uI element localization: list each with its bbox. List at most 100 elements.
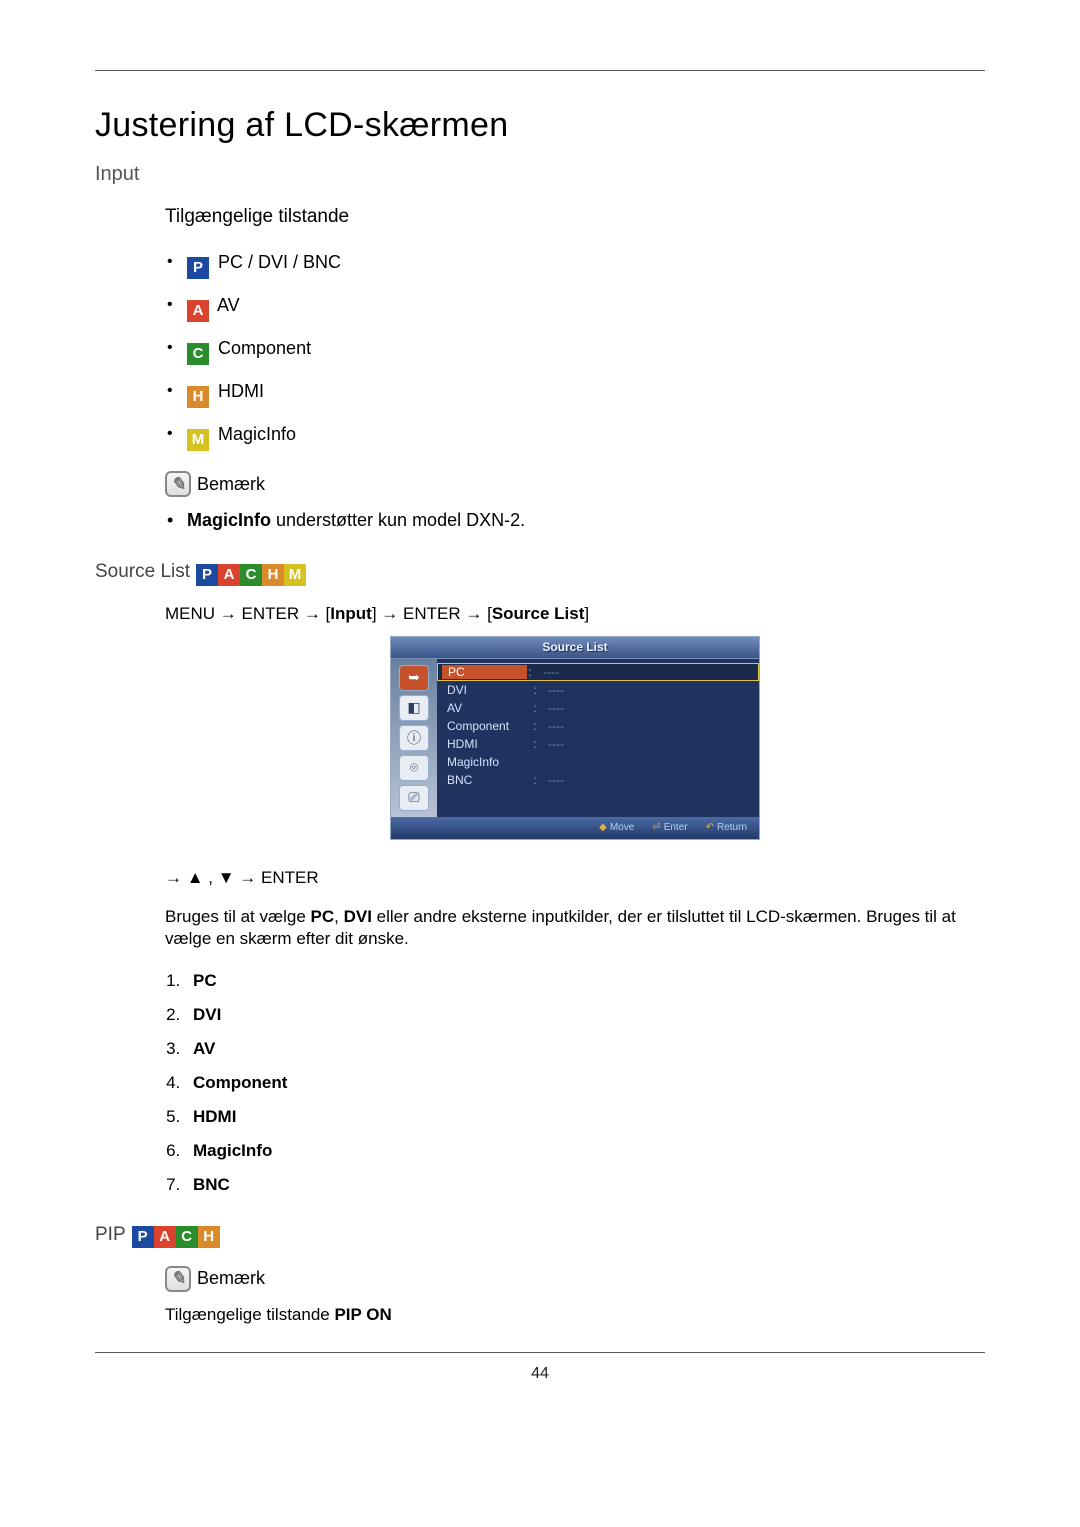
osd-footer-enter: Enter xyxy=(664,822,688,833)
list-item: HDMI xyxy=(185,1107,985,1127)
osd-row: BNC:---- xyxy=(437,771,759,789)
menu-path-bold: Source List xyxy=(492,604,585,623)
note-label: Bemærk xyxy=(197,1268,265,1289)
badge-m-icon: M xyxy=(187,429,209,451)
pip-badges: PACH xyxy=(132,1221,220,1248)
osd-row: Component:---- xyxy=(437,717,759,735)
mode-item: P PC / DVI / BNC xyxy=(165,250,985,279)
osd-row: DVI:---- xyxy=(437,681,759,699)
note-item: MagicInfo understøtter kun model DXN-2. xyxy=(165,509,985,531)
pip-line-bold: PIP ON xyxy=(334,1305,391,1324)
osd-row-value: ---- xyxy=(538,737,749,751)
osd-side-icon: ➥ xyxy=(399,665,429,691)
note-icon: ✎ xyxy=(165,1266,191,1292)
osd-row-label: AV xyxy=(447,701,532,715)
mode-label: AV xyxy=(217,295,240,315)
badge-c-icon: C xyxy=(240,564,262,586)
badge-a-icon: A xyxy=(154,1226,176,1248)
list-item: Component xyxy=(185,1073,985,1093)
osd-footer: ◆Move ⏎Enter ↶Return xyxy=(391,817,759,839)
badge-m-icon: M xyxy=(284,564,306,586)
badge-p-icon: P xyxy=(187,257,209,279)
osd-side-icon: ◧ xyxy=(399,695,429,721)
osd-row-value: ---- xyxy=(538,773,749,787)
osd-row-value: ---- xyxy=(533,665,748,679)
list-item-label: BNC xyxy=(193,1175,230,1194)
list-item-label: MagicInfo xyxy=(193,1141,272,1160)
body-paragraph: Bruges til at vælge PC, DVI eller andre … xyxy=(165,906,985,952)
badge-h-icon: H xyxy=(262,564,284,586)
badge-c-icon: C xyxy=(176,1226,198,1248)
mode-label: MagicInfo xyxy=(218,424,296,444)
bottom-rule xyxy=(95,1352,985,1353)
mode-item: C Component xyxy=(165,336,985,365)
badge-p-icon: P xyxy=(132,1226,154,1248)
note-row: ✎ Bemærk xyxy=(165,471,985,497)
osd-sidebar: ➥ ◧ ⓘ ⌾ ⎚ xyxy=(391,659,437,817)
badge-h-icon: H xyxy=(198,1226,220,1248)
top-rule xyxy=(95,70,985,71)
list-item: PC xyxy=(185,971,985,991)
note-list: MagicInfo understøtter kun model DXN-2. xyxy=(165,509,985,531)
osd-list: PC:---- DVI:---- AV:---- Component:---- … xyxy=(437,659,759,817)
osd-row-label: BNC xyxy=(447,773,532,787)
osd-row: PC:---- xyxy=(437,663,759,681)
pip-heading-row: PIP PACH xyxy=(95,1221,985,1248)
pip-line: Tilgængelige tilstande PIP ON xyxy=(165,1304,985,1327)
badge-h-icon: H xyxy=(187,386,209,408)
source-list-title: Source List xyxy=(95,561,190,583)
list-item: AV xyxy=(185,1039,985,1059)
body-bold: DVI xyxy=(344,907,372,926)
badge-a-icon: A xyxy=(187,300,209,322)
page-number: 44 xyxy=(95,1365,985,1383)
mode-label: PC / DVI / BNC xyxy=(218,252,341,272)
osd-side-icon: ⓘ xyxy=(399,725,429,751)
note-rest: understøtter kun model DXN-2. xyxy=(271,510,525,530)
osd-row-label: MagicInfo xyxy=(447,755,532,769)
osd-panel: Source List ➥ ◧ ⓘ ⌾ ⎚ PC:---- DVI:---- A… xyxy=(390,636,760,840)
list-item: DVI xyxy=(185,1005,985,1025)
mode-item: A AV xyxy=(165,293,985,322)
badge-a-icon: A xyxy=(218,564,240,586)
ordered-list: PC DVI AV Component HDMI MagicInfo BNC xyxy=(165,971,985,1195)
pip-line-text: Tilgængelige tilstande xyxy=(165,1305,334,1324)
osd-footer-return: Return xyxy=(717,822,747,833)
list-item-label: HDMI xyxy=(193,1107,236,1126)
source-list-badges: PACHM xyxy=(196,559,306,586)
list-item-label: Component xyxy=(193,1073,287,1092)
body-bold: PC xyxy=(311,907,335,926)
osd-row-value: ---- xyxy=(538,683,749,697)
list-item-label: DVI xyxy=(193,1005,221,1024)
osd-row-value: ---- xyxy=(538,719,749,733)
osd-side-icon: ⎚ xyxy=(399,785,429,811)
body-text: Bruges til at vælge xyxy=(165,907,311,926)
osd-footer-move: Move xyxy=(610,822,634,833)
note-row: ✎ Bemærk xyxy=(165,1266,985,1292)
osd-row: AV:---- xyxy=(437,699,759,717)
list-item-label: PC xyxy=(193,971,217,990)
list-item: BNC xyxy=(185,1175,985,1195)
osd-row-label: HDMI xyxy=(447,737,532,751)
note-bold: MagicInfo xyxy=(187,510,271,530)
menu-path-text: MENU → ENTER → [ xyxy=(165,604,330,623)
note-label: Bemærk xyxy=(197,474,265,495)
osd-row-value: ---- xyxy=(538,701,749,715)
osd-screenshot: Source List ➥ ◧ ⓘ ⌾ ⎚ PC:---- DVI:---- A… xyxy=(165,636,985,840)
osd-side-icon: ⌾ xyxy=(399,755,429,781)
subheading-modes: Tilgængelige tilstande xyxy=(165,206,985,228)
mode-item: M MagicInfo xyxy=(165,422,985,451)
mode-label: Component xyxy=(218,338,311,358)
osd-row: MagicInfo xyxy=(437,753,759,771)
mode-item: H HDMI xyxy=(165,379,985,408)
nav-line: → ▲ , ▼ → ENTER xyxy=(165,868,985,888)
modes-list: P PC / DVI / BNC A AV C Component H HDMI… xyxy=(165,250,985,451)
menu-path-bold: Input xyxy=(330,604,372,623)
list-item: MagicInfo xyxy=(185,1141,985,1161)
osd-row-label: DVI xyxy=(447,683,532,697)
osd-row-label: Component xyxy=(447,719,532,733)
menu-path-text: ] xyxy=(584,604,589,623)
badge-c-icon: C xyxy=(187,343,209,365)
list-item-label: AV xyxy=(193,1039,215,1058)
osd-title: Source List xyxy=(391,637,759,659)
menu-path: MENU → ENTER → [Input] → ENTER → [Source… xyxy=(165,604,985,624)
